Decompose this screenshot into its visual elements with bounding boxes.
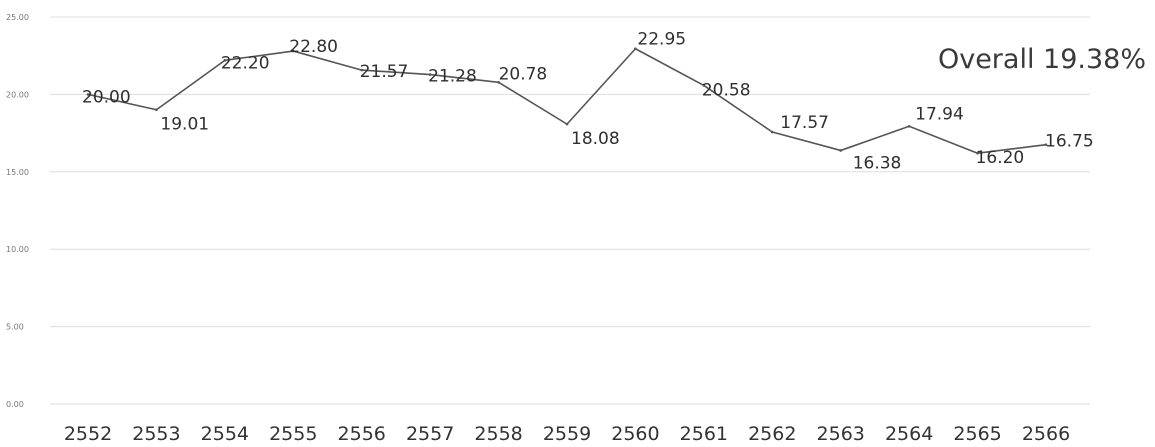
data-point [702, 84, 706, 87]
x-tick-label: 2566 [1022, 423, 1070, 445]
data-point [634, 47, 637, 51]
x-tick-label: 2555 [269, 423, 317, 445]
data-point [223, 59, 227, 62]
data-point [291, 49, 295, 53]
x-tick-label: 2557 [406, 423, 454, 445]
data-labels: 20.00 19.01 22.20 22.80 21.57 21.28 20.78 18.08… [82, 30, 1094, 174]
x-tick-label: 2560 [611, 423, 659, 445]
data-point [155, 108, 158, 112]
data-label: 21.57 [360, 62, 409, 82]
x-tick-label: 2562 [748, 423, 796, 445]
x-tick-label: 2558 [474, 423, 522, 445]
data-label: 22.95 [637, 30, 686, 50]
gridlines [50, 16, 1090, 405]
x-tick-label: 2559 [543, 423, 591, 445]
y-tick-label: 10.00 [6, 245, 29, 254]
y-tick-label: 5.00 [6, 323, 24, 332]
data-point [907, 124, 911, 128]
y-tick-label: 15.00 [6, 168, 29, 177]
data-label: 16.38 [853, 153, 902, 173]
series-layer [86, 47, 1048, 155]
x-tick-label: 2563 [817, 423, 865, 445]
data-point [360, 68, 364, 72]
data-point [770, 130, 774, 134]
data-label: 22.20 [221, 53, 270, 73]
data-label: 20.00 [82, 87, 131, 107]
data-point [428, 73, 432, 76]
x-tick-label: 2565 [953, 423, 1001, 445]
x-tick-label: 2561 [680, 423, 728, 445]
y-tick-label: 20.00 [6, 90, 29, 99]
y-tick-label: 0.00 [6, 400, 24, 409]
x-axis-ticks: 2552 2553 2554 2555 2556 2557 2558 2559 2560 2561… [64, 423, 1070, 445]
data-label: 16.20 [976, 148, 1025, 168]
overall-annotation: Overall 19.38% [938, 44, 1146, 75]
data-label: 20.78 [499, 64, 548, 84]
data-label: 17.94 [915, 104, 964, 124]
data-point [976, 151, 979, 155]
x-tick-label: 2553 [132, 423, 180, 445]
x-tick-label: 2554 [201, 423, 249, 445]
x-tick-label: 2556 [338, 423, 386, 445]
data-label: 21.28 [428, 67, 477, 87]
data-label: 18.08 [571, 129, 620, 149]
data-label: 16.75 [1045, 132, 1094, 152]
data-point [86, 93, 90, 96]
data-point [1044, 143, 1048, 147]
data-point [839, 149, 843, 152]
y-axis-ticks: 0.00 5.00 10.00 15.00 20.00 25.00 [6, 13, 29, 409]
data-label: 17.57 [780, 113, 829, 133]
data-label: 19.01 [160, 115, 209, 135]
y-tick-label: 25.00 [6, 13, 29, 22]
data-point [497, 81, 500, 84]
data-label: 22.80 [289, 37, 338, 57]
data-point [565, 122, 569, 126]
x-tick-label: 2564 [885, 423, 933, 445]
data-label: 20.58 [702, 80, 751, 100]
x-tick-label: 2552 [64, 423, 112, 445]
